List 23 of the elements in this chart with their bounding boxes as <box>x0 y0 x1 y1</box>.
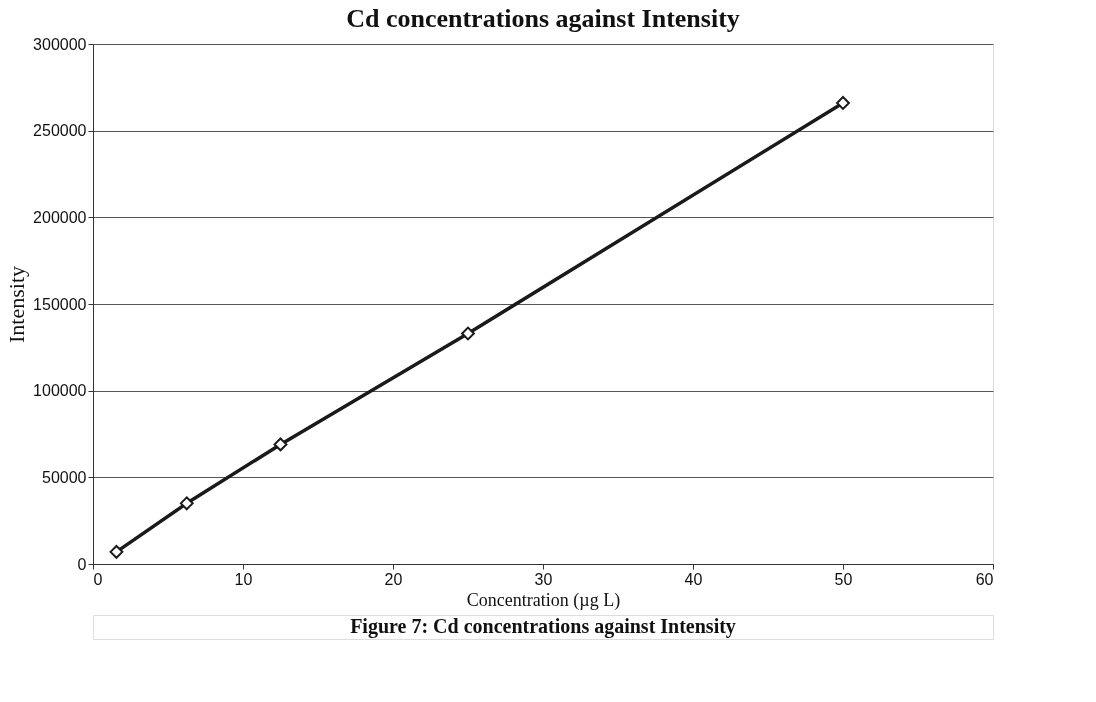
x-tick-label: 40 <box>684 570 703 588</box>
point <box>461 326 475 341</box>
point <box>273 437 288 452</box>
y-tick-label: 0 <box>77 555 87 573</box>
x-tick-label: 0 <box>93 570 103 588</box>
y-tick-label: 50000 <box>42 468 87 486</box>
chart-title: Cd concentrations against Intensity <box>346 4 740 33</box>
x-tick-label: 60 <box>975 570 994 588</box>
y-axis-title: Intensity <box>4 266 30 343</box>
point <box>179 496 194 511</box>
x-tick-label: 10 <box>234 570 253 588</box>
x-tick-label: 50 <box>834 570 853 588</box>
x-tick-label: 20 <box>384 570 403 588</box>
y-tick-label: 300000 <box>33 35 87 53</box>
y-tick-label: 150000 <box>33 295 87 313</box>
point <box>109 544 124 559</box>
x-axis-title: Concentration (µg L) <box>466 589 621 611</box>
y-tick-label: 100000 <box>33 382 87 400</box>
caption: Figure 7: Cd concentrations against Intensity <box>350 615 736 638</box>
point <box>836 96 850 110</box>
x-tick-label: 30 <box>534 570 553 588</box>
y-tick-label: 200000 <box>33 208 87 226</box>
y-tick-label: 250000 <box>33 122 87 140</box>
